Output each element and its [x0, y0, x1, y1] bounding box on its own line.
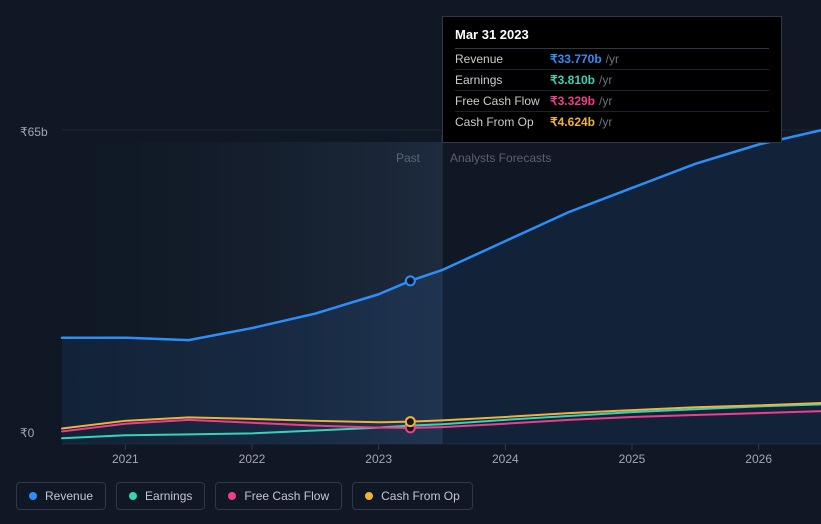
tooltip-row: Free Cash Flow₹3.329b/yr: [455, 91, 769, 112]
tooltip-row-value: ₹4.624b: [550, 115, 595, 129]
tooltip-row-label: Cash From Op: [455, 115, 550, 129]
legend-item-label: Revenue: [45, 489, 93, 503]
chart-container: Mar 31 2023 Revenue₹33.770b/yrEarnings₹3…: [16, 0, 805, 524]
legend-dot-icon: [29, 492, 37, 500]
chart-tooltip: Mar 31 2023 Revenue₹33.770b/yrEarnings₹3…: [442, 16, 782, 143]
legend-dot-icon: [129, 492, 137, 500]
tooltip-row-suffix: /yr: [606, 52, 619, 66]
x-axis-tick-label: 2023: [365, 452, 392, 466]
tooltip-row: Earnings₹3.810b/yr: [455, 70, 769, 91]
tooltip-date: Mar 31 2023: [455, 27, 769, 49]
legend: Revenue Earnings Free Cash Flow Cash From O…: [16, 482, 473, 510]
legend-item-label: Cash From Op: [381, 489, 460, 503]
x-axis-tick-label: 2024: [492, 452, 519, 466]
tooltip-row-value: ₹3.810b: [550, 73, 595, 87]
legend-item[interactable]: Cash From Op: [352, 482, 473, 510]
tooltip-row-label: Free Cash Flow: [455, 94, 550, 108]
legend-item[interactable]: Revenue: [16, 482, 106, 510]
x-axis-tick-label: 2026: [745, 452, 772, 466]
legend-dot-icon: [365, 492, 373, 500]
tooltip-row-suffix: /yr: [599, 115, 612, 129]
tooltip-row-suffix: /yr: [599, 73, 612, 87]
tooltip-row: Revenue₹33.770b/yr: [455, 49, 769, 70]
tooltip-row-value: ₹3.329b: [550, 94, 595, 108]
legend-item[interactable]: Earnings: [116, 482, 205, 510]
legend-item-label: Free Cash Flow: [244, 489, 329, 503]
tooltip-row-label: Earnings: [455, 73, 550, 87]
x-axis-tick-label: 2021: [112, 452, 139, 466]
tooltip-row-value: ₹33.770b: [550, 52, 602, 66]
legend-item-label: Earnings: [145, 489, 192, 503]
tooltip-row: Cash From Op₹4.624b/yr: [455, 112, 769, 132]
x-axis-tick-label: 2025: [619, 452, 646, 466]
tooltip-row-suffix: /yr: [599, 94, 612, 108]
x-axis-tick-label: 2022: [239, 452, 266, 466]
legend-dot-icon: [228, 492, 236, 500]
legend-item[interactable]: Free Cash Flow: [215, 482, 342, 510]
tooltip-row-label: Revenue: [455, 52, 550, 66]
